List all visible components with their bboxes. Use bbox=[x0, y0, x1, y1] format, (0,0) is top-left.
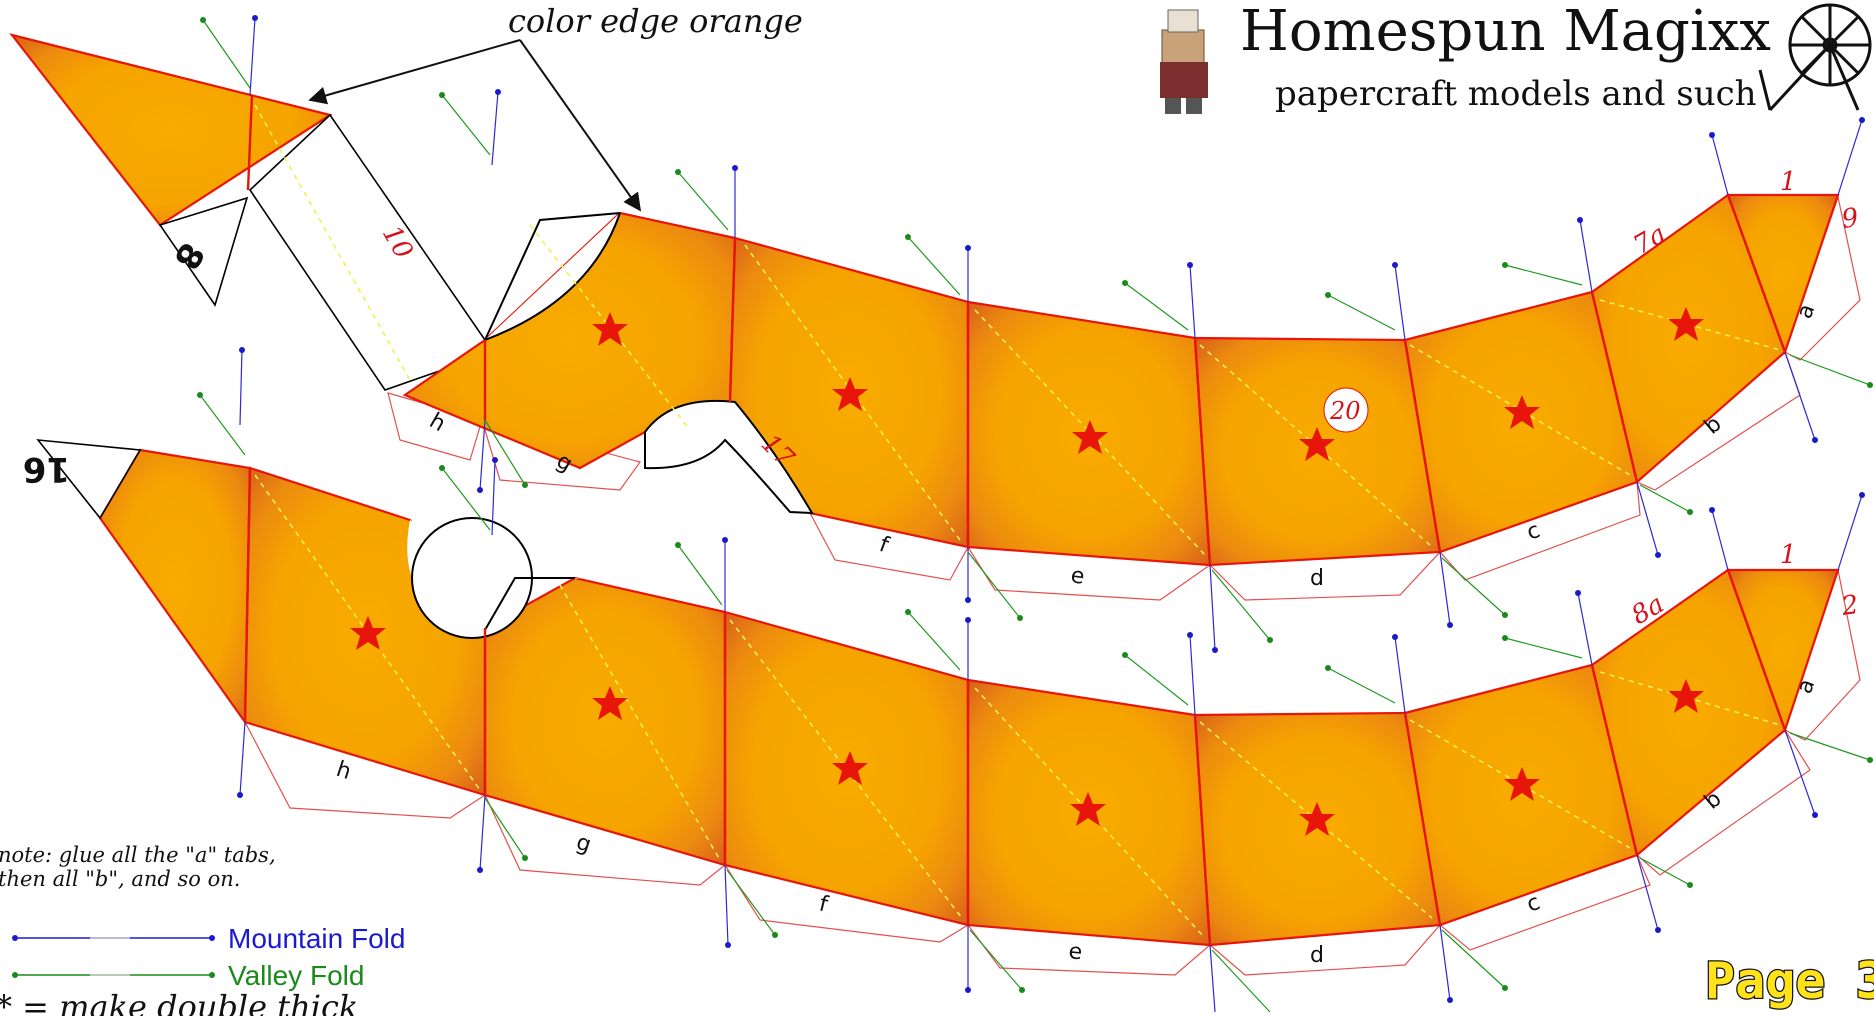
wing-piece-upper bbox=[9, 33, 333, 227]
spinning-wheel-icon bbox=[1758, 3, 1872, 112]
notch-upper-left bbox=[484, 212, 621, 341]
lower-strip bbox=[36, 439, 1861, 976]
tab-label-d-lower: d bbox=[1310, 943, 1324, 968]
tab-label-d-upper: d bbox=[1310, 566, 1324, 591]
part-number-1-upper: 1 bbox=[1780, 167, 1797, 197]
mascot-figure bbox=[1160, 9, 1208, 114]
legend-valley: Valley Fold bbox=[12, 960, 364, 991]
legend-valley-label: Valley Fold bbox=[228, 960, 364, 991]
legend-mountain-label: Mountain Fold bbox=[228, 923, 405, 954]
part-number-16: 16 bbox=[23, 449, 70, 489]
tab-label-e-lower: e bbox=[1067, 939, 1083, 965]
part-number-9: 9 bbox=[1840, 203, 1861, 235]
upper-strip bbox=[9, 33, 1861, 601]
annotation-color-edge: color edge orange bbox=[508, 2, 803, 40]
annotation-group: color edge orange bbox=[308, 2, 803, 212]
tab-label-e-upper: e bbox=[1069, 563, 1086, 590]
page-number-label: Page 3 bbox=[1705, 952, 1874, 1010]
note-line-1: note: glue all the "a" tabs, bbox=[0, 843, 276, 867]
part-number-20: 20 bbox=[1329, 397, 1361, 425]
note-line-2: then all "b", and so on. bbox=[0, 867, 240, 891]
brand-subtitle: papercraft models and such bbox=[1275, 74, 1757, 114]
legend-mountain: Mountain Fold bbox=[12, 923, 405, 954]
fold-markers bbox=[197, 15, 1873, 1013]
double-thick-note: * = make double thick bbox=[0, 988, 358, 1016]
wing-piece-lower bbox=[98, 448, 252, 726]
part-number-2: 2 bbox=[1839, 590, 1861, 622]
instructions: note: glue all the "a" tabs, then all "b… bbox=[0, 843, 405, 1016]
brand-title: Homespun Magixx bbox=[1240, 0, 1771, 64]
tab-8 bbox=[158, 196, 249, 307]
white-connector bbox=[248, 113, 486, 391]
part-number-1-lower: 1 bbox=[1780, 540, 1797, 570]
notch-upper-circle bbox=[644, 399, 814, 515]
tab-16 bbox=[36, 439, 142, 520]
brand-header: Homespun Magixx papercraft models and su… bbox=[1160, 0, 1872, 114]
